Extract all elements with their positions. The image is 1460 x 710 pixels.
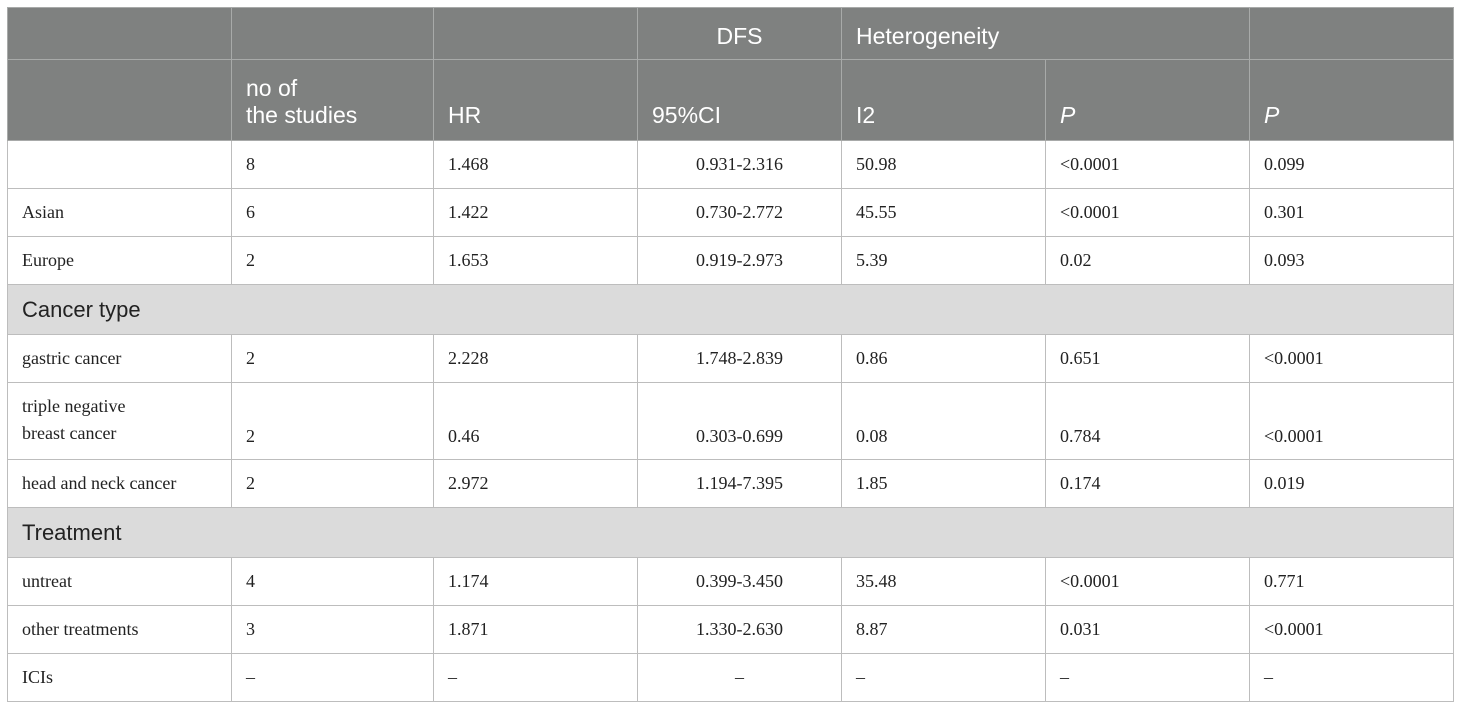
study-count-cell: –: [231, 653, 434, 702]
column-header-hr: HR: [433, 59, 638, 141]
row-label: other treatments: [7, 605, 232, 654]
p-cell: 0.771: [1249, 557, 1455, 606]
column-header-study-count: no of the studies: [231, 59, 434, 141]
p-cell: 0.093: [1249, 236, 1455, 285]
ci-cell: 1.748-2.839: [637, 334, 842, 383]
table-row: other treatments 3 1.871 1.330-2.630 8.8…: [7, 605, 1455, 654]
table-row: gastric cancer 2 2.228 1.748-2.839 0.86 …: [7, 334, 1455, 383]
ci-cell: 1.330-2.630: [637, 605, 842, 654]
table-row: head and neck cancer 2 2.972 1.194-7.395…: [7, 459, 1455, 508]
heterogeneity-p-cell: <0.0001: [1044, 188, 1251, 237]
heterogeneity-p-cell: <0.0001: [1044, 140, 1251, 189]
heterogeneity-p-cell: –: [1044, 653, 1251, 702]
p-cell: –: [1249, 653, 1455, 702]
section-title: Treatment: [6, 507, 1455, 558]
table-row: untreat 4 1.174 0.399-3.450 35.48 <0.000…: [7, 557, 1455, 606]
i2-cell: 45.55: [841, 188, 1046, 237]
table-row: Europe 2 1.653 0.919-2.973 5.39 0.02 0.0…: [7, 236, 1455, 285]
i2-cell: –: [841, 653, 1046, 702]
row-label: Europe: [7, 236, 232, 285]
ci-cell: 1.194-7.395: [637, 459, 842, 508]
header-group-cell: [231, 7, 434, 60]
row-label: untreat: [7, 557, 232, 606]
p-cell: <0.0001: [1249, 382, 1455, 460]
row-label: [7, 140, 232, 189]
study-count-cell: 8: [231, 140, 434, 189]
ci-cell: 0.931-2.316: [637, 140, 842, 189]
heterogeneity-p-cell: 0.174: [1044, 459, 1251, 508]
table-row: 8 1.468 0.931-2.316 50.98 <0.0001 0.099: [7, 140, 1455, 189]
study-count-cell: 2: [231, 459, 434, 508]
ci-cell: 0.919-2.973: [637, 236, 842, 285]
i2-cell: 50.98: [841, 140, 1046, 189]
hr-cell: –: [433, 653, 638, 702]
hr-cell: 1.468: [433, 140, 638, 189]
p-cell: 0.301: [1249, 188, 1455, 237]
section-title: Cancer type: [6, 284, 1455, 335]
heterogeneity-p-cell: 0.02: [1044, 236, 1251, 285]
study-count-cell: 2: [231, 236, 434, 285]
column-header-i2: I2: [841, 59, 1046, 141]
i2-cell: 8.87: [841, 605, 1046, 654]
hr-cell: 1.653: [433, 236, 638, 285]
hr-cell: 2.972: [433, 459, 638, 508]
header-group-heterogeneity: Heterogeneity: [840, 7, 1251, 60]
row-label: Asian: [7, 188, 232, 237]
hr-cell: 1.871: [433, 605, 638, 654]
column-header-label: [7, 59, 232, 141]
section-row-cancer-type: Cancer type: [6, 284, 1455, 335]
heterogeneity-p-cell: 0.031: [1044, 605, 1251, 654]
i2-cell: 5.39: [841, 236, 1046, 285]
table-row: triple negative breast cancer 2 0.46 0.3…: [7, 382, 1455, 460]
table-row: ICIs – – – – – –: [7, 653, 1455, 702]
row-label: triple negative breast cancer: [7, 382, 232, 460]
header-group-cell: [7, 7, 232, 60]
header-group-row: DFS Heterogeneity: [7, 7, 1455, 60]
p-cell: <0.0001: [1249, 334, 1455, 383]
ci-cell: –: [637, 653, 842, 702]
column-header-p: P: [1249, 59, 1455, 141]
row-label: gastric cancer: [7, 334, 232, 383]
row-label: head and neck cancer: [7, 459, 232, 508]
header-column-row: no of the studies HR 95%CI I2 P P: [7, 59, 1455, 141]
p-cell: 0.099: [1249, 140, 1455, 189]
heterogeneity-p-cell: <0.0001: [1044, 557, 1251, 606]
section-row-treatment: Treatment: [6, 507, 1455, 558]
header-group-cell: [1249, 7, 1455, 60]
table-row: Asian 6 1.422 0.730-2.772 45.55 <0.0001 …: [7, 188, 1455, 237]
column-header-ci: 95%CI: [637, 59, 842, 141]
i2-cell: 35.48: [841, 557, 1046, 606]
ci-cell: 0.730-2.772: [637, 188, 842, 237]
hr-cell: 1.422: [433, 188, 638, 237]
ci-cell: 0.303-0.699: [637, 382, 842, 460]
study-count-cell: 6: [231, 188, 434, 237]
column-header-heterogeneity-p: P: [1044, 59, 1251, 141]
hr-cell: 2.228: [433, 334, 638, 383]
p-cell: <0.0001: [1249, 605, 1455, 654]
study-count-cell: 2: [231, 382, 434, 460]
hr-cell: 1.174: [433, 557, 638, 606]
header-group-dfs: DFS: [637, 7, 842, 60]
study-count-cell: 3: [231, 605, 434, 654]
hr-cell: 0.46: [433, 382, 638, 460]
i2-cell: 0.86: [841, 334, 1046, 383]
row-label: ICIs: [7, 653, 232, 702]
heterogeneity-p-cell: 0.784: [1044, 382, 1251, 460]
p-cell: 0.019: [1249, 459, 1455, 508]
study-count-cell: 2: [231, 334, 434, 383]
heterogeneity-p-cell: 0.651: [1044, 334, 1251, 383]
header-group-cell: [433, 7, 638, 60]
ci-cell: 0.399-3.450: [637, 557, 842, 606]
i2-cell: 1.85: [841, 459, 1046, 508]
i2-cell: 0.08: [841, 382, 1046, 460]
dfs-subgroup-table: DFS Heterogeneity no of the studies HR 9…: [6, 7, 1455, 702]
study-count-cell: 4: [231, 557, 434, 606]
